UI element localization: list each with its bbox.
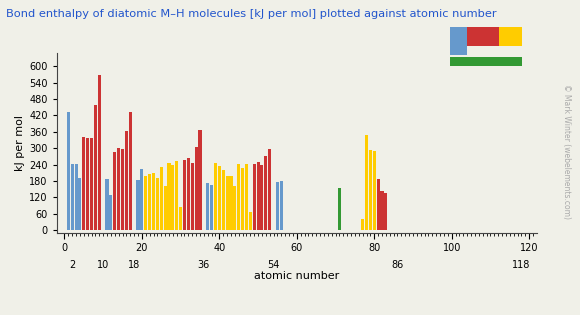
Bar — [94, 105, 97, 230]
Bar — [74, 164, 78, 230]
Bar — [198, 130, 201, 230]
Bar — [268, 149, 271, 230]
Bar — [233, 186, 237, 230]
Bar — [90, 138, 93, 230]
Bar — [380, 191, 383, 230]
Bar — [160, 167, 163, 230]
Bar — [125, 131, 128, 230]
Bar — [241, 168, 244, 230]
Bar — [121, 149, 124, 230]
Text: Bond enthalpy of diatomic M–H molecules [kJ per mol] plotted against atomic numb: Bond enthalpy of diatomic M–H molecules … — [6, 9, 496, 20]
Bar — [376, 180, 380, 230]
X-axis label: atomic number: atomic number — [254, 271, 339, 281]
Bar — [140, 169, 143, 230]
Bar — [369, 150, 372, 230]
Bar — [256, 162, 260, 230]
Bar — [245, 164, 248, 230]
Bar — [82, 137, 85, 230]
Y-axis label: kJ per mol: kJ per mol — [15, 115, 25, 171]
Bar — [253, 164, 256, 230]
Bar — [78, 178, 81, 230]
Bar — [164, 186, 166, 230]
Bar — [148, 174, 151, 230]
Bar — [171, 164, 175, 230]
Bar — [183, 160, 186, 230]
Bar — [214, 163, 217, 230]
Bar — [106, 179, 108, 230]
Bar — [86, 138, 89, 230]
Bar — [260, 165, 263, 230]
Bar — [365, 135, 368, 230]
Bar — [168, 163, 171, 230]
Bar — [338, 188, 341, 230]
Bar — [210, 185, 213, 230]
Bar — [373, 151, 376, 230]
Bar — [276, 182, 279, 230]
Bar — [117, 148, 120, 230]
Bar — [194, 147, 198, 230]
Bar — [191, 163, 194, 230]
Bar — [152, 173, 155, 230]
Bar — [113, 152, 117, 230]
Bar — [136, 180, 140, 230]
Bar — [226, 176, 229, 230]
Bar — [110, 195, 113, 230]
Text: © Mark Winter (webelements.com): © Mark Winter (webelements.com) — [562, 84, 571, 219]
Bar — [385, 192, 387, 230]
Bar — [222, 170, 225, 230]
Bar — [206, 183, 209, 230]
Bar — [230, 176, 233, 230]
Bar — [218, 166, 221, 230]
Bar — [280, 181, 283, 230]
Bar — [237, 164, 240, 230]
Bar — [249, 212, 252, 230]
Bar — [71, 164, 74, 230]
Bar — [264, 156, 267, 230]
Bar — [129, 112, 132, 230]
Bar — [361, 219, 364, 230]
Bar — [175, 161, 178, 230]
Bar — [67, 112, 70, 230]
Bar — [98, 75, 101, 230]
Bar — [156, 178, 159, 230]
Bar — [187, 158, 190, 230]
Bar — [144, 176, 147, 230]
Bar — [179, 207, 182, 230]
